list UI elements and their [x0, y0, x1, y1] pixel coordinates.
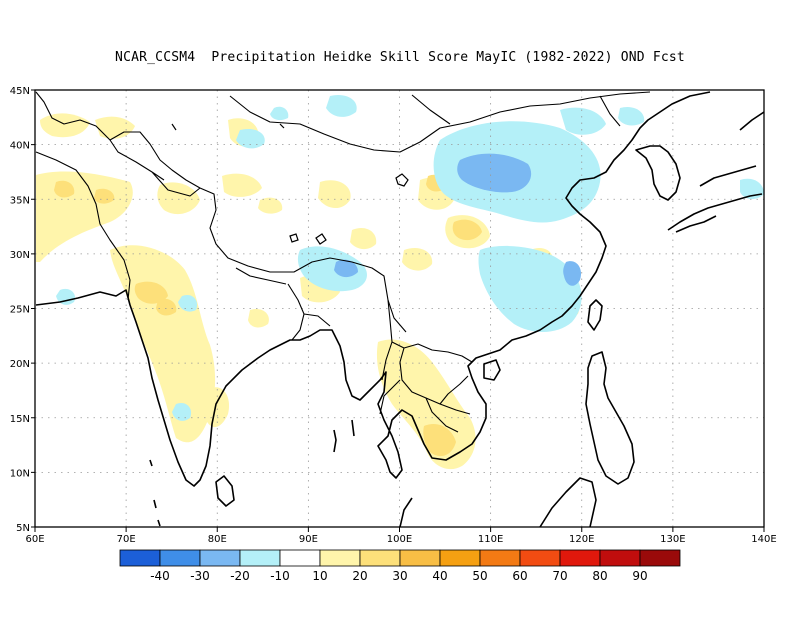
lat-tick-label: 10N — [10, 468, 30, 479]
lon-tick-label: 100E — [387, 534, 412, 545]
colorbar-swatch — [639, 549, 681, 567]
colorbar-swatch — [239, 549, 281, 567]
lat-tick-label: 40N — [10, 141, 30, 152]
contour-blobs — [171, 123, 409, 245]
colorbar-label: 80 — [592, 569, 607, 583]
lat-tick-label: 25N — [10, 305, 30, 316]
lat-tick-label: 20N — [10, 359, 30, 370]
colorbar-swatch — [319, 549, 361, 567]
colorbar-label: 30 — [392, 569, 407, 583]
colorbar-swatch — [439, 549, 481, 567]
colorbar-label: 40 — [432, 569, 447, 583]
colorbar-swatch — [199, 549, 241, 567]
lat-tick-label: 15N — [10, 414, 30, 425]
colorbar-label: -30 — [190, 569, 210, 583]
colorbar-label: -10 — [270, 569, 290, 583]
colorbar-swatch — [559, 549, 601, 567]
lon-tick-label: 60E — [25, 534, 44, 545]
colorbar-swatch — [359, 549, 401, 567]
lon-tick-label: 70E — [117, 534, 136, 545]
lon-tick-label: 110E — [478, 534, 503, 545]
lat-tick-label: 45N — [10, 86, 30, 97]
colorbar-label: -40 — [150, 569, 170, 583]
colorbar-swatch — [399, 549, 441, 567]
lon-tick-label: 90E — [299, 534, 318, 545]
longitude-axis: 60E 70E 80E 90E 100E 110E 120E 130E 140E — [25, 527, 777, 545]
lon-tick-label: 130E — [660, 534, 685, 545]
lat-tick-label: 5N — [16, 523, 30, 534]
latitude-axis: 5N 10N 15N 20N 25N 30N 35N 40N 45N — [10, 86, 35, 534]
lat-tick-label: 30N — [10, 250, 30, 261]
lon-tick-label: 140E — [751, 534, 776, 545]
lat-tick-label: 35N — [10, 195, 30, 206]
colorbar-label: -20 — [230, 569, 250, 583]
colorbar-label: 20 — [352, 569, 367, 583]
colorbar-swatch — [479, 549, 521, 567]
lon-tick-label: 80E — [208, 534, 227, 545]
colorbar-swatch — [159, 549, 201, 567]
colorbar-label: 50 — [472, 569, 487, 583]
colorbar-label: 90 — [632, 569, 647, 583]
colorbar-swatch — [279, 549, 321, 567]
colorbar-label: 10 — [312, 569, 327, 583]
coastlines — [35, 91, 764, 527]
colorbar-swatch — [599, 549, 641, 567]
map-title: NCAR_CCSM4 Precipitation Heidke Skill Sc… — [115, 50, 685, 65]
country-borders — [35, 91, 651, 433]
colorbar-label: 60 — [512, 569, 527, 583]
colorbar-swatch — [119, 549, 161, 567]
lon-tick-label: 120E — [569, 534, 594, 545]
colorbar-swatch — [519, 549, 561, 567]
colorbar-label: 70 — [552, 569, 567, 583]
colorbar: -40 -30 -20 -10 10 20 30 40 50 60 70 80 90 — [119, 549, 681, 583]
